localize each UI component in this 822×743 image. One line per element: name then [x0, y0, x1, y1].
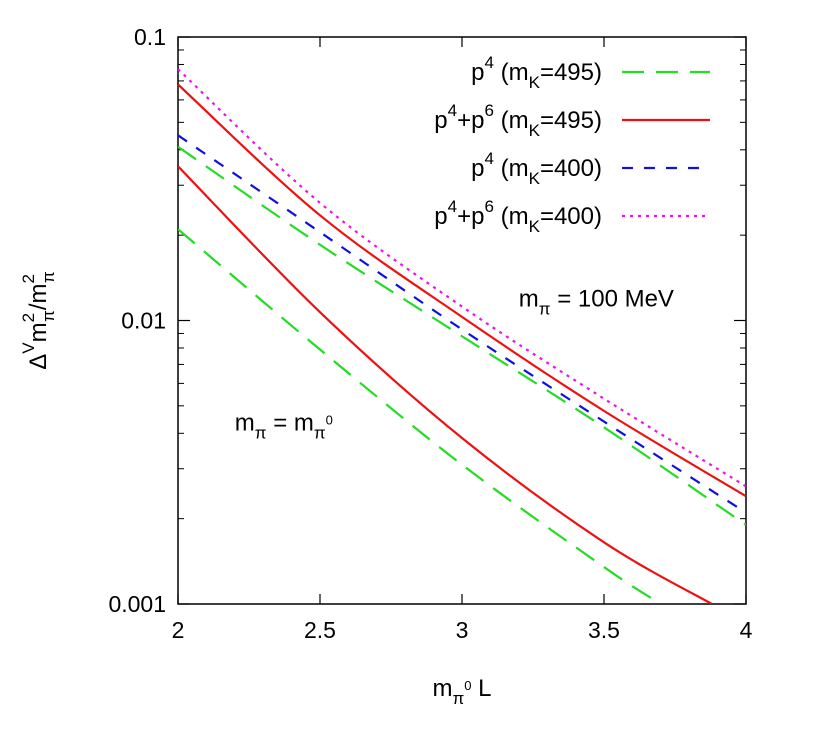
series-line-2 — [178, 134, 746, 514]
y-axis-label-group: ΔVm2π/m2π — [19, 271, 58, 369]
y-tick-label: 0.01 — [121, 308, 166, 334]
series-line-3 — [178, 68, 746, 488]
axis-labels: mπ0 L ΔVm2π/m2π — [19, 271, 491, 708]
x-tick-label: 4 — [740, 617, 753, 643]
annotations: mπ = 100 MeV mπ = mπ0 — [235, 286, 674, 443]
series-group — [178, 68, 746, 604]
x-tick-label: 3 — [456, 617, 469, 643]
y-tick-label: 0.001 — [108, 591, 166, 617]
annotation-heavy: mπ = 100 MeV — [519, 286, 674, 319]
legend-label-0: p4 (mK=495) — [471, 53, 602, 92]
legend-label-3: p4+p6 (mK=400) — [434, 197, 602, 236]
series-line-4 — [178, 228, 662, 604]
legend-label-1: p4+p6 (mK=495) — [434, 101, 602, 140]
series-line-0 — [178, 145, 746, 526]
x-tick-label: 2 — [172, 617, 185, 643]
y-axis-label: ΔVm2π/m2π — [19, 271, 58, 369]
series-line-1 — [178, 83, 746, 498]
x-axis-label: mπ0 L — [433, 675, 492, 708]
annotation-light: mπ = mπ0 — [235, 409, 333, 442]
legend-label-2: p4 (mK=400) — [471, 149, 602, 188]
x-tick-label: 3.5 — [588, 617, 620, 643]
legend: p4 (mK=495) p4+p6 (mK=495) p4 (mK=400) p4+p… — [434, 53, 710, 236]
x-tick-label: 2.5 — [304, 617, 336, 643]
series-line-5 — [178, 165, 713, 604]
axes: 2 2.5 3 3.5 4 0.001 0.01 0.1 — [108, 24, 752, 643]
y-tick-label: 0.1 — [134, 24, 166, 50]
